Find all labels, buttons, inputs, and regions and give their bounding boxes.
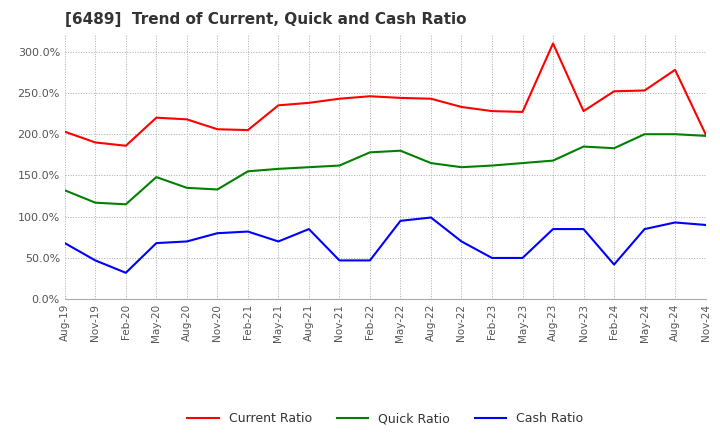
Current Ratio (335, 96, 343, 101)
Line: Cash Ratio: Cash Ratio (65, 217, 706, 273)
Quick Ratio (305, 165, 313, 170)
Current Ratio (305, 100, 313, 106)
Quick Ratio (701, 133, 710, 139)
Current Ratio (701, 132, 710, 137)
Cash Ratio (213, 231, 222, 236)
Quick Ratio (122, 202, 130, 207)
Cash Ratio (427, 215, 436, 220)
Cash Ratio (305, 227, 313, 232)
Cash Ratio (335, 258, 343, 263)
Current Ratio (579, 108, 588, 114)
Current Ratio (487, 108, 496, 114)
Current Ratio (366, 94, 374, 99)
Current Ratio (152, 115, 161, 120)
Quick Ratio (213, 187, 222, 192)
Cash Ratio (91, 258, 99, 263)
Quick Ratio (457, 165, 466, 170)
Quick Ratio (366, 150, 374, 155)
Current Ratio (457, 104, 466, 110)
Quick Ratio (91, 200, 99, 205)
Cash Ratio (243, 229, 252, 234)
Cash Ratio (640, 227, 649, 232)
Cash Ratio (487, 255, 496, 260)
Quick Ratio (487, 163, 496, 168)
Cash Ratio (671, 220, 680, 225)
Legend: Current Ratio, Quick Ratio, Cash Ratio: Current Ratio, Quick Ratio, Cash Ratio (182, 407, 588, 430)
Quick Ratio (640, 132, 649, 137)
Current Ratio (610, 88, 618, 94)
Current Ratio (671, 67, 680, 73)
Quick Ratio (549, 158, 557, 163)
Current Ratio (91, 140, 99, 145)
Cash Ratio (122, 270, 130, 275)
Quick Ratio (243, 169, 252, 174)
Quick Ratio (518, 161, 527, 166)
Quick Ratio (183, 185, 192, 191)
Quick Ratio (152, 174, 161, 180)
Current Ratio (549, 41, 557, 46)
Cash Ratio (183, 239, 192, 244)
Current Ratio (243, 128, 252, 133)
Line: Current Ratio: Current Ratio (65, 44, 706, 146)
Line: Quick Ratio: Quick Ratio (65, 134, 706, 204)
Cash Ratio (366, 258, 374, 263)
Cash Ratio (701, 222, 710, 227)
Quick Ratio (579, 144, 588, 149)
Cash Ratio (610, 262, 618, 267)
Cash Ratio (274, 239, 283, 244)
Quick Ratio (396, 148, 405, 153)
Cash Ratio (152, 240, 161, 246)
Cash Ratio (457, 239, 466, 244)
Current Ratio (427, 96, 436, 101)
Cash Ratio (396, 218, 405, 224)
Quick Ratio (335, 163, 343, 168)
Current Ratio (183, 117, 192, 122)
Quick Ratio (60, 187, 69, 193)
Quick Ratio (671, 132, 680, 137)
Cash Ratio (60, 240, 69, 246)
Current Ratio (396, 95, 405, 100)
Current Ratio (60, 129, 69, 134)
Current Ratio (640, 88, 649, 93)
Current Ratio (122, 143, 130, 148)
Cash Ratio (549, 227, 557, 232)
Cash Ratio (579, 227, 588, 232)
Cash Ratio (518, 255, 527, 260)
Current Ratio (518, 109, 527, 114)
Quick Ratio (427, 161, 436, 166)
Text: [6489]  Trend of Current, Quick and Cash Ratio: [6489] Trend of Current, Quick and Cash … (65, 12, 467, 27)
Quick Ratio (610, 146, 618, 151)
Current Ratio (213, 127, 222, 132)
Current Ratio (274, 103, 283, 108)
Quick Ratio (274, 166, 283, 172)
